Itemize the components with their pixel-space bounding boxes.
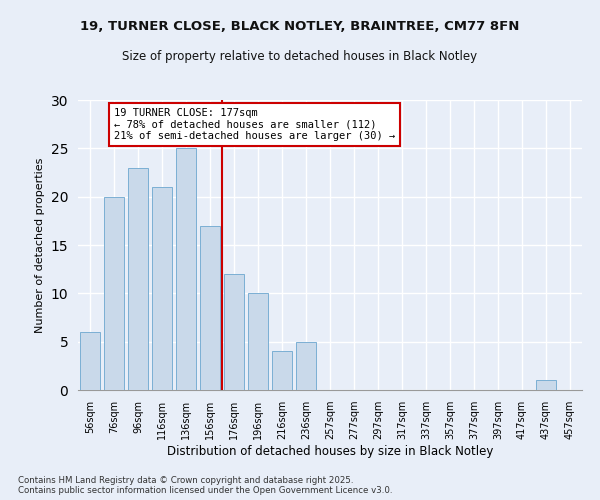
- Text: Size of property relative to detached houses in Black Notley: Size of property relative to detached ho…: [122, 50, 478, 63]
- Bar: [200, 226, 220, 390]
- Bar: [104, 196, 124, 390]
- Bar: [224, 274, 244, 390]
- Bar: [272, 352, 292, 390]
- Bar: [80, 332, 100, 390]
- Text: Contains HM Land Registry data © Crown copyright and database right 2025.
Contai: Contains HM Land Registry data © Crown c…: [18, 476, 392, 495]
- Bar: [296, 342, 316, 390]
- Text: 19 TURNER CLOSE: 177sqm
← 78% of detached houses are smaller (112)
21% of semi-d: 19 TURNER CLOSE: 177sqm ← 78% of detache…: [114, 108, 395, 141]
- Bar: [248, 294, 268, 390]
- X-axis label: Distribution of detached houses by size in Black Notley: Distribution of detached houses by size …: [167, 445, 493, 458]
- Bar: [152, 187, 172, 390]
- Bar: [536, 380, 556, 390]
- Y-axis label: Number of detached properties: Number of detached properties: [35, 158, 45, 332]
- Bar: [128, 168, 148, 390]
- Text: 19, TURNER CLOSE, BLACK NOTLEY, BRAINTREE, CM77 8FN: 19, TURNER CLOSE, BLACK NOTLEY, BRAINTRE…: [80, 20, 520, 33]
- Bar: [176, 148, 196, 390]
